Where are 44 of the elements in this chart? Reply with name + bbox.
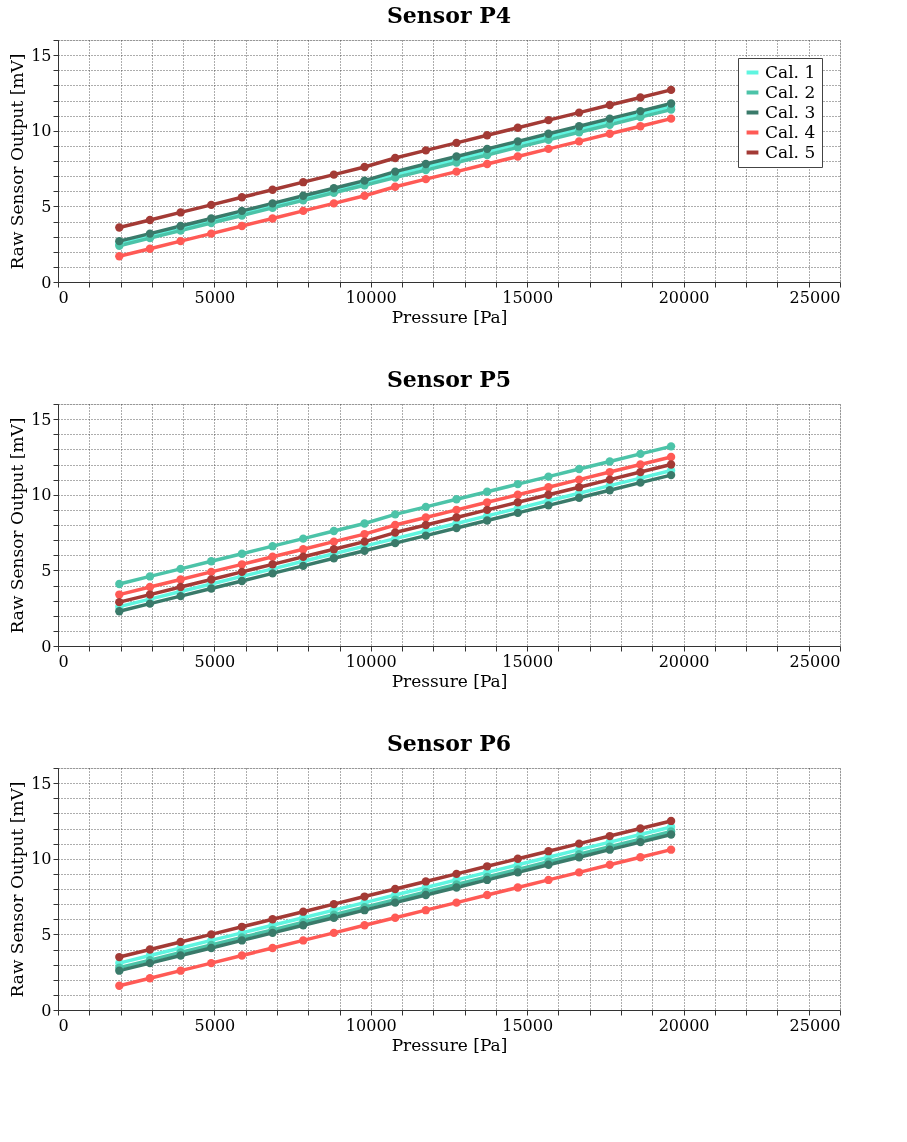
y-axis-title: Raw Sensor Output [mV] — [7, 781, 28, 998]
legend-label: Cal. 2 — [765, 81, 816, 102]
y-tick-label: 10 — [31, 849, 52, 869]
chart-title: Sensor P5 — [386, 366, 512, 392]
y-tick-label: 0 — [41, 272, 52, 292]
y-tick-label: 10 — [31, 121, 52, 141]
x-axis-title: Pressure [Pa] — [391, 306, 508, 327]
x-tick-label: 25000 — [789, 1015, 841, 1035]
x-tick-label: 15000 — [502, 1015, 554, 1035]
legend-label: Cal. 5 — [765, 141, 816, 162]
x-tick-label: 10000 — [345, 651, 397, 671]
legend-label: Cal. 3 — [765, 101, 816, 122]
x-tick-label: 5000 — [194, 287, 236, 307]
x-tick-label: 25000 — [789, 287, 841, 307]
x-tick-label: 0 — [58, 1015, 69, 1035]
y-axis-title: Raw Sensor Output [mV] — [7, 417, 28, 634]
x-tick-label: 25000 — [789, 651, 841, 671]
legend-label: Cal. 4 — [765, 121, 816, 142]
x-tick-label: 15000 — [502, 651, 554, 671]
x-tick-label: 5000 — [194, 1015, 236, 1035]
y-tick-label: 5 — [41, 560, 52, 580]
chart-title: Sensor P6 — [386, 730, 512, 756]
x-tick-label: 20000 — [658, 287, 710, 307]
legend-label: Cal. 1 — [765, 61, 816, 82]
y-tick-label: 5 — [41, 196, 52, 216]
y-tick-label: 0 — [41, 1000, 52, 1020]
y-axis-title: Raw Sensor Output [mV] — [7, 53, 28, 270]
x-tick-label: 20000 — [658, 651, 710, 671]
chart-title: Sensor P4 — [386, 2, 512, 28]
x-axis-title: Pressure [Pa] — [391, 670, 508, 691]
y-tick-label: 10 — [31, 485, 52, 505]
x-tick-label: 0 — [58, 287, 69, 307]
y-tick-label: 5 — [41, 924, 52, 944]
x-tick-label: 0 — [58, 651, 69, 671]
x-tick-label: 20000 — [658, 1015, 710, 1035]
x-tick-label: 5000 — [194, 651, 236, 671]
x-tick-label: 10000 — [345, 1015, 397, 1035]
y-tick-label: 0 — [41, 636, 52, 656]
x-tick-label: 15000 — [502, 287, 554, 307]
y-tick-label: 15 — [31, 773, 52, 793]
x-axis-title: Pressure [Pa] — [391, 1034, 508, 1055]
y-tick-label: 15 — [31, 45, 52, 65]
x-tick-label: 10000 — [345, 287, 397, 307]
y-tick-label: 15 — [31, 409, 52, 429]
